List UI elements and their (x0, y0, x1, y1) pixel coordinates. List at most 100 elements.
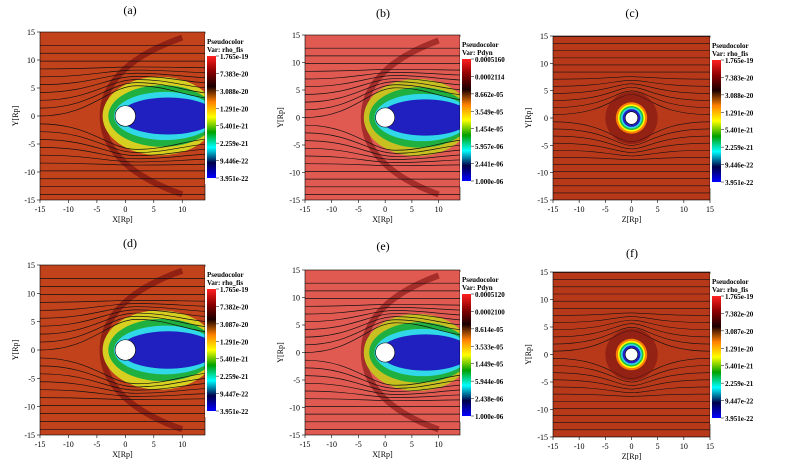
field-line (40, 357, 205, 385)
x-tick-label: -15 (35, 440, 46, 449)
x-axis-label: X[Rp] (112, 215, 133, 224)
colorbar-tick-label: 9.446e-22 (220, 158, 249, 166)
colorbar-tick-label: 3.951e-22 (220, 408, 249, 416)
y-tick-label: 5 (31, 84, 35, 93)
colorbar-tick-label: 3.088e-20 (220, 88, 249, 96)
colorbar-tick-label: 9.446e-22 (725, 162, 754, 170)
field-line (40, 147, 205, 160)
magnetotail-blue (379, 99, 460, 136)
field-line (40, 397, 205, 400)
y-tick-label: -10 (289, 404, 300, 413)
field-line (305, 382, 460, 395)
field-line (305, 84, 460, 111)
y-tick-label: -5 (293, 141, 300, 150)
colorbar-tick-label: 3.951e-22 (725, 415, 754, 423)
field-line (305, 140, 460, 157)
legend-title: Pseudocolor (462, 41, 499, 49)
legend-title: Pseudocolor (712, 42, 749, 50)
x-tick-label: 10 (680, 442, 688, 451)
panel-f: (f) -15 -10 -5 0 5 10 15 15 10 5 0 -5 -10 -15 Z[Rp] Y[Rp… (524, 246, 780, 460)
field-line (305, 313, 460, 330)
panel-label: (c) (625, 6, 638, 20)
field-line (553, 142, 710, 153)
colorbar-tick-label: 3.951e-22 (725, 179, 754, 187)
y-tick-label: -15 (289, 196, 300, 205)
x-tick-label: -10 (63, 440, 74, 449)
field-line (553, 149, 710, 157)
y-tick-label: -5 (541, 141, 548, 150)
y-axis-label: Y[Rp] (524, 107, 533, 128)
x-tick-label: -10 (574, 205, 585, 214)
colorbar-tick-label: 1.449e-05 (475, 361, 504, 369)
x-tick-label: -15 (548, 205, 559, 214)
legend-title: Pseudocolor (712, 278, 749, 286)
x-tick-label: 5 (656, 205, 660, 214)
field-line (305, 87, 460, 118)
x-tick-label: 0 (630, 205, 634, 214)
colorbar-tick-label: 3.533e-05 (475, 343, 504, 351)
y-tick-label: -10 (289, 169, 300, 178)
x-tick-label: 0 (123, 440, 127, 449)
colorbar-tick-label: 5.401e-21 (725, 363, 754, 371)
x-tick-label: 10 (435, 205, 443, 214)
y-tick-label: -15 (537, 196, 548, 205)
x-tick-label: 10 (178, 205, 186, 214)
colorbar-tick-label: 3.087e-20 (220, 321, 249, 329)
y-axis-label: Y[Rp] (276, 342, 285, 363)
y-tick-label: 10 (27, 289, 35, 298)
field-line (40, 66, 205, 70)
x-tick-label: -5 (94, 440, 101, 449)
plot-area (40, 32, 205, 200)
field-line (305, 398, 460, 402)
x-tick-label: -5 (355, 205, 362, 214)
y-tick-label: -15 (24, 431, 35, 440)
colorbar-tick-label: 1.765e-19 (220, 53, 249, 61)
field-line (553, 393, 710, 397)
field-line (305, 78, 460, 95)
x-tick-label: -15 (548, 442, 559, 451)
colorbar-tick-label: 5.401e-21 (725, 127, 754, 135)
field-line (40, 72, 205, 85)
x-axis-label: Z[Rp] (622, 215, 642, 224)
colorbar-tick-label: 1.291e-20 (725, 345, 754, 353)
x-tick-label: 15 (706, 205, 714, 214)
x-tick-label: 0 (383, 205, 387, 214)
x-tick-label: -10 (326, 205, 337, 214)
field-line (305, 316, 460, 338)
field-line (305, 310, 460, 323)
field-line (305, 75, 460, 88)
y-tick-label: 0 (31, 112, 35, 121)
planet (114, 339, 136, 361)
colorbar (462, 294, 471, 416)
magnetotail-blue (379, 334, 460, 371)
field-line (553, 87, 710, 101)
x-tick-label: 0 (630, 442, 634, 451)
y-tick-label: -10 (24, 403, 35, 412)
colorbar-tick-label: 3.549e-05 (475, 108, 504, 116)
y-tick-label: 15 (292, 31, 300, 40)
colorbar-tick-label: 0.0002100 (475, 308, 505, 316)
colorbar-tick-label: 3.951e-22 (220, 175, 249, 183)
plot-area (553, 272, 710, 437)
colorbar-tick-label: 1.454e-05 (475, 126, 504, 134)
y-tick-label: 5 (544, 87, 548, 96)
x-axis-label: X[Rp] (372, 215, 393, 224)
legend-background (205, 34, 275, 184)
colorbar-tick-label: 1.765e-19 (725, 293, 754, 301)
field-line (553, 135, 710, 150)
colorbar-tick-label: 1.765e-19 (725, 57, 754, 65)
field-line (305, 322, 460, 353)
x-tick-label: 5 (152, 440, 156, 449)
colorbar-tick-label: 8.662e-05 (475, 91, 504, 99)
field-line (40, 306, 205, 319)
colorbar-tick-label: 5.957e-06 (475, 143, 504, 151)
field-line (553, 128, 710, 146)
field-line (40, 312, 205, 335)
field-line (305, 303, 460, 307)
field-line (40, 309, 205, 327)
x-tick-label: -10 (63, 205, 74, 214)
field-line (305, 72, 460, 80)
y-axis-label: Y[Rp] (11, 105, 20, 126)
y-tick-label: 5 (296, 86, 300, 95)
colorbar-tick-label: 2.259e-21 (220, 373, 249, 381)
